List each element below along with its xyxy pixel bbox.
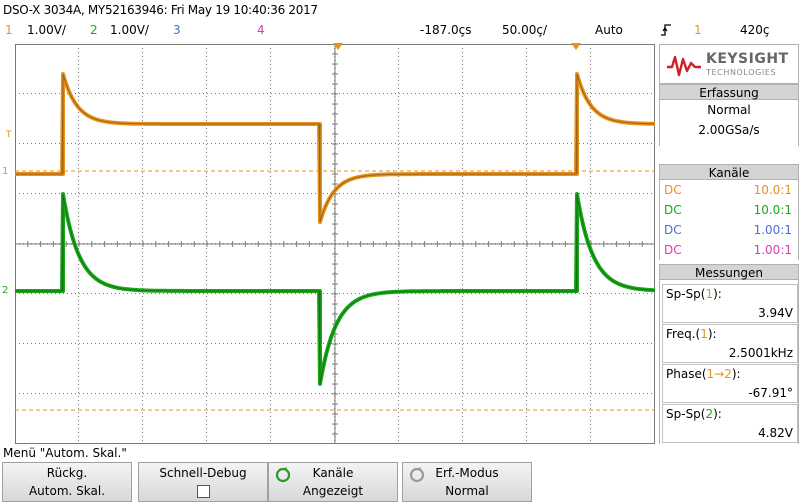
trigger-mode[interactable]: Auto (595, 23, 623, 37)
trigger-position-marker[interactable] (333, 43, 343, 51)
channel-probe-ratio: 1.00:1 (753, 243, 792, 257)
trigger-source[interactable]: 1 (694, 23, 702, 37)
timebase-scale[interactable]: 50.00ç/ (502, 23, 547, 37)
measurement-item[interactable]: Phase(1→2): -67.91° (662, 364, 798, 403)
status-bar (0, 21, 800, 41)
sample-rate: 2.00GSa/s (698, 123, 760, 137)
measurements-header[interactable]: Messungen (659, 264, 799, 280)
channel-row-3[interactable]: DC 1.00:1 (660, 220, 798, 240)
softkey-value: Angezeigt (302, 484, 364, 498)
checkbox-icon[interactable] (139, 482, 267, 500)
channel-probe-ratio: 10.0:1 (753, 183, 792, 197)
channel-row-4[interactable]: DC 1.00:1 (660, 240, 798, 260)
channels-header[interactable]: Kanäle (659, 164, 799, 180)
measurement-value: -67.91° (748, 386, 793, 400)
measurement-label-suffix: ): (713, 287, 722, 301)
measurement-label: Freq.(1): (663, 325, 797, 344)
measurement-value: 3.94V (758, 306, 793, 320)
channel-coupling: DC (664, 203, 682, 217)
acquisition-header[interactable]: Erfassung (659, 84, 799, 100)
ch1-scale[interactable]: 1.00V/ (27, 23, 66, 37)
measurement-label-prefix: Sp-Sp( (666, 407, 706, 421)
keysight-logo: KEYSIGHT TECHNOLOGIES (659, 44, 799, 84)
ch1-trace-core (15, 73, 655, 223)
softkey-value: Autom. Skal. (28, 484, 106, 498)
measurement-label: Sp-Sp(2): (663, 405, 797, 424)
fast-debug-softkey[interactable]: Schnell-Debug (138, 462, 268, 502)
measurement-label-suffix: ): (731, 367, 741, 381)
ch1-ground-marker[interactable]: 1 (2, 166, 9, 177)
measurement-item[interactable]: Sp-Sp(1): 3.94V (662, 284, 798, 323)
acquisition-panel[interactable]: Normal 2.00GSa/s (659, 100, 799, 146)
acquisition-mode-softkey[interactable]: Erf.-Modus Normal (402, 462, 532, 502)
menu-bar: Menü "Autom. Skal." (0, 446, 800, 462)
softkey-label: Schnell-Debug (159, 466, 247, 480)
acquisition-mode: Normal (707, 103, 751, 117)
channel-probe-ratio: 10.0:1 (753, 203, 792, 217)
channel-probe-ratio: 1.00:1 (753, 223, 792, 237)
ch2-trace-core (15, 193, 655, 385)
softkey-value: Normal (445, 484, 489, 498)
measurement-label-channel: 1 (705, 287, 714, 301)
trigger-level[interactable]: 420ç (740, 23, 770, 37)
reference-lines (15, 170, 655, 411)
measurement-label: Phase(1→2): (663, 365, 797, 384)
channel-coupling: DC (664, 223, 682, 237)
channels-displayed-softkey[interactable]: Kanäle Angezeigt (268, 462, 398, 502)
softkey-label: Rückg. (46, 466, 88, 480)
sidebar: KEYSIGHT TECHNOLOGIES Erfassung Normal 2… (659, 44, 799, 444)
measurement-item[interactable]: Freq.(1): 2.5001kHz (662, 324, 798, 363)
measurement-item[interactable]: Sp-Sp(2): 4.82V (662, 404, 798, 443)
logo-brand: KEYSIGHT (706, 51, 789, 67)
measurement-label-suffix: ): (713, 407, 722, 421)
ch3-number[interactable]: 3 (173, 23, 181, 37)
channel-coupling: DC (664, 183, 682, 197)
autoscale-undo-softkey[interactable]: Rückg. Autom. Skal. (2, 462, 132, 502)
rotate-knob-icon (275, 467, 291, 488)
window-title: DSO-X 3034A, MY52163946: Fri May 19 10:4… (3, 3, 318, 17)
graticule-grid (15, 44, 655, 444)
rotate-knob-icon (409, 467, 425, 488)
channels-panel[interactable]: DC 10.0:1 DC 10.0:1 DC 1.00:1 DC 1.00:1 (659, 180, 799, 260)
logo-subtitle: TECHNOLOGIES (706, 68, 777, 77)
measurement-value: 4.82V (758, 426, 793, 440)
measurement-label-prefix: Sp-Sp( (666, 287, 706, 301)
measurement-label-suffix: ): (707, 327, 717, 341)
channel-row-2[interactable]: DC 10.0:1 (660, 200, 798, 220)
softkey-label: Kanäle (312, 466, 354, 480)
ch2-scale[interactable]: 1.00V/ (110, 23, 149, 37)
measurement-label-channel: 1→2 (706, 367, 732, 381)
ch2-number[interactable]: 2 (90, 23, 98, 37)
channel-coupling: DC (664, 243, 682, 257)
menu-title: Menü "Autom. Skal." (3, 446, 127, 460)
title-bar: DSO-X 3034A, MY52163946: Fri May 19 10:4… (0, 0, 800, 20)
trigger-position[interactable]: -187.0çs (420, 23, 472, 37)
channel-row-1[interactable]: DC 10.0:1 (660, 180, 798, 200)
trigger-level-marker[interactable]: T (6, 130, 12, 140)
ch4-number[interactable]: 4 (257, 23, 265, 37)
keysight-wave-icon (667, 55, 701, 77)
trigger-delay-marker[interactable] (571, 43, 581, 51)
rising-edge-icon (660, 23, 672, 40)
measurement-label: Sp-Sp(1): (663, 285, 797, 304)
softkey-label: Erf.-Modus (435, 466, 499, 480)
waveform-display[interactable] (15, 44, 655, 444)
measurement-label-prefix: Freq.( (666, 327, 701, 341)
ch2-ground-marker[interactable]: 2 (2, 285, 9, 296)
measurement-label-channel: 2 (705, 407, 714, 421)
measurement-value: 2.5001kHz (728, 346, 793, 360)
measurement-label-prefix: Phase( (666, 367, 707, 381)
ch1-number[interactable]: 1 (5, 23, 13, 37)
measurement-label-channel: 1 (700, 327, 708, 341)
